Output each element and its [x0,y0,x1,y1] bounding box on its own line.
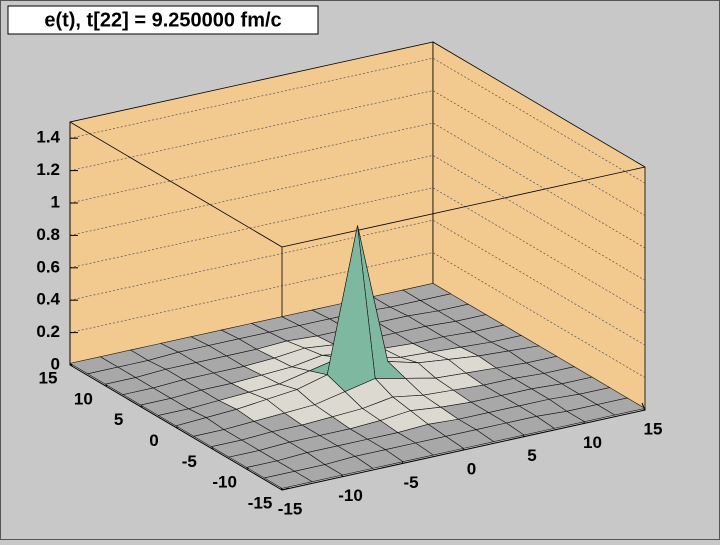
x-tick-label: 0 [467,459,476,478]
x-tick-label: 15 [644,419,663,438]
y-tick [281,487,290,491]
x-tick-label: -10 [338,486,363,505]
z-tick-label: 0.8 [36,225,60,244]
y-tick-label: 0 [149,431,158,450]
x-tick [641,402,646,411]
x-tick-label: 5 [527,446,536,465]
y-tick-label: -10 [212,473,237,492]
z-tick-label: 1 [51,192,60,211]
y-tick-label: -5 [182,452,197,471]
box-edge [69,121,283,248]
x-tick-label: -15 [278,499,303,518]
z-tick-label: 0.2 [36,322,60,341]
z-tick-label: 1.4 [36,128,60,147]
y-tick-label: 5 [114,410,123,429]
y-tick-label: 15 [39,368,58,387]
z-tick-label: 1.2 [36,160,60,179]
title-box [7,5,319,35]
y-tick-label: 10 [74,389,93,408]
chart-title: e(t), t[22] = 9.250000 fm/c [44,9,281,31]
z-tick-label: 0 [51,354,60,373]
z-tick-label: 0.4 [36,290,60,309]
surface-cell [263,470,314,489]
y-tick-label: -15 [248,493,273,512]
z-tick-label: 0.6 [36,257,60,276]
x-tick-label: -5 [403,473,418,492]
x-tick-label: 10 [583,433,602,452]
box-edge [281,166,646,248]
